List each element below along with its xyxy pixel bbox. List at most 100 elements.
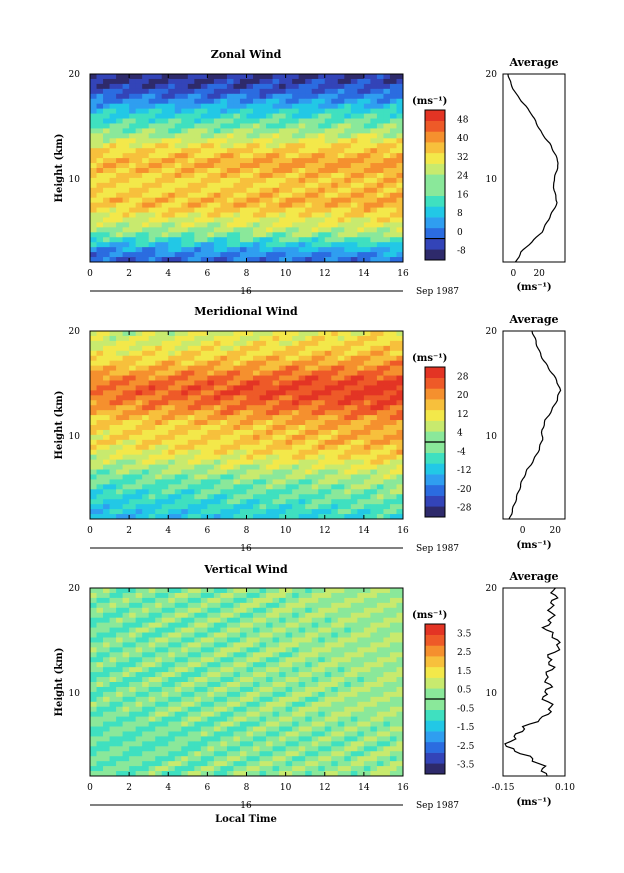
heatmap-cell bbox=[155, 380, 163, 386]
heatmap-cell bbox=[344, 588, 352, 594]
heatmap-cell bbox=[370, 662, 378, 668]
heatmap-cell bbox=[239, 192, 247, 199]
heatmap-cell bbox=[233, 696, 241, 703]
heatmap-cell bbox=[148, 365, 156, 371]
heatmap-cell bbox=[194, 83, 202, 90]
heatmap-cell bbox=[305, 74, 313, 80]
heatmap-cell bbox=[239, 464, 247, 470]
heatmap-cell bbox=[246, 701, 254, 708]
heatmap-cell bbox=[90, 252, 97, 258]
heatmap-cell bbox=[298, 365, 306, 371]
heatmap-cell bbox=[168, 177, 176, 184]
heatmap-cell bbox=[116, 696, 123, 703]
heatmap-cell bbox=[174, 93, 182, 100]
heatmap-cell bbox=[370, 429, 378, 436]
heatmap-cell bbox=[207, 172, 215, 179]
heatmap-cell bbox=[357, 202, 365, 208]
heatmap-cell bbox=[324, 148, 332, 154]
heatmap-cell bbox=[259, 657, 267, 663]
heatmap-cell bbox=[122, 380, 130, 386]
heatmap-cell bbox=[396, 74, 404, 80]
heatmap-cell bbox=[246, 217, 254, 223]
heatmap-cell bbox=[122, 682, 130, 688]
profile-x-label-zonal: (ms⁻¹) bbox=[516, 282, 551, 293]
heatmap-cell bbox=[298, 415, 306, 421]
heatmap-cell bbox=[155, 449, 163, 456]
heatmap-cell bbox=[324, 597, 332, 604]
heatmap-cell bbox=[305, 237, 313, 243]
heatmap-cell bbox=[109, 682, 117, 688]
heatmap-cell bbox=[194, 168, 202, 174]
heatmap-cell bbox=[376, 74, 384, 80]
heatmap-cell bbox=[194, 494, 202, 500]
heatmap-cell bbox=[142, 597, 150, 604]
heatmap-cell bbox=[370, 405, 378, 411]
heatmap-cell bbox=[116, 652, 123, 658]
heatmap-cell bbox=[116, 400, 123, 406]
heatmap-cell bbox=[129, 217, 137, 223]
heatmap-cell bbox=[239, 222, 247, 228]
heatmap-cell bbox=[292, 662, 300, 668]
x-tick-label: 4 bbox=[165, 269, 171, 279]
heatmap-cell bbox=[213, 682, 221, 688]
heatmap-cell bbox=[187, 484, 195, 490]
heatmap-cell bbox=[305, 88, 313, 95]
heatmap-cell bbox=[331, 662, 339, 668]
heatmap-cell bbox=[376, 133, 384, 139]
heatmap-cell bbox=[272, 108, 280, 114]
heatmap-cell bbox=[174, 385, 182, 391]
heatmap-cell bbox=[200, 148, 208, 154]
heatmap-cell bbox=[122, 691, 130, 698]
heatmap-cell bbox=[305, 385, 313, 391]
heatmap-cell bbox=[292, 360, 300, 367]
x-tick-label: 0 bbox=[87, 526, 93, 536]
heatmap-cell bbox=[161, 504, 169, 510]
heatmap-cell bbox=[337, 425, 345, 431]
heatmap-cell bbox=[174, 592, 182, 599]
heatmap-cell bbox=[213, 420, 221, 426]
heatmap-cell bbox=[213, 514, 221, 520]
heatmap-cell bbox=[226, 123, 234, 129]
heatmap-cell bbox=[213, 662, 221, 668]
heatmap-cell bbox=[324, 103, 332, 110]
heatmap-cell bbox=[161, 138, 169, 144]
heatmap-cell bbox=[148, 177, 156, 184]
heatmap-cell bbox=[389, 454, 397, 461]
heatmap-cell bbox=[220, 701, 228, 708]
heatmap-cell bbox=[305, 247, 313, 253]
heatmap-cell bbox=[253, 662, 260, 668]
heatmap-cell bbox=[233, 686, 241, 693]
heatmap-cell bbox=[187, 642, 195, 648]
heatmap-cell bbox=[311, 434, 319, 441]
heatmap-cell bbox=[272, 667, 280, 673]
heatmap-cell bbox=[207, 177, 215, 184]
heatmap-cell bbox=[109, 355, 117, 362]
heatmap-cell bbox=[350, 385, 358, 391]
heatmap-cell bbox=[220, 172, 228, 179]
heatmap-cell bbox=[246, 252, 254, 258]
heatmap-cell bbox=[226, 390, 234, 396]
heatmap-cell bbox=[90, 588, 97, 594]
heatmap-cell bbox=[305, 474, 313, 480]
heatmap-cell bbox=[363, 696, 371, 703]
heatmap-cell bbox=[233, 434, 241, 441]
heatmap-cell bbox=[357, 247, 365, 253]
heatmap-cell bbox=[266, 207, 273, 213]
heatmap-cell bbox=[187, 380, 195, 386]
heatmap-cell bbox=[103, 454, 110, 461]
heatmap-cell bbox=[272, 652, 280, 658]
heatmap-cell bbox=[161, 701, 169, 708]
heatmap-cell bbox=[259, 133, 267, 139]
heatmap-cell bbox=[122, 345, 130, 352]
heatmap-cell bbox=[109, 489, 117, 495]
heatmap-cell bbox=[253, 390, 260, 396]
heatmap-cell bbox=[318, 331, 326, 337]
heatmap-cell bbox=[344, 509, 352, 515]
heatmap-cell bbox=[337, 622, 345, 628]
heatmap-cell bbox=[279, 108, 287, 114]
heatmap-cell bbox=[272, 642, 280, 648]
heatmap-cell bbox=[187, 365, 195, 371]
heatmap-cell bbox=[376, 355, 384, 362]
heatmap-cell bbox=[279, 464, 287, 470]
heatmap-cell bbox=[233, 637, 241, 643]
